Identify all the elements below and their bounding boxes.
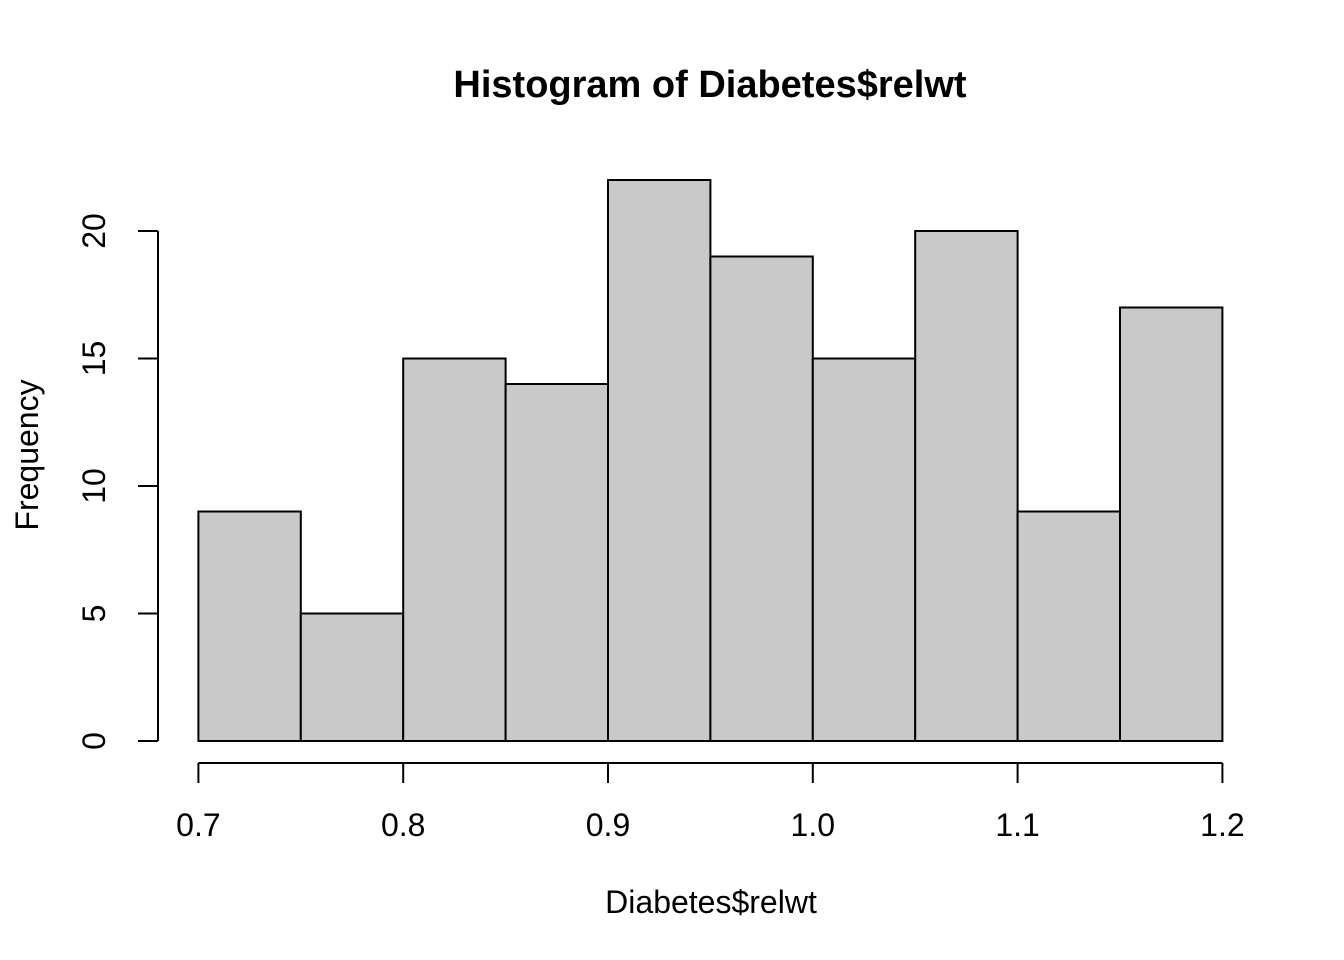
y-tick-label: 0 xyxy=(76,732,112,750)
x-tick-label: 0.8 xyxy=(381,807,425,843)
bars-group xyxy=(197,179,1224,742)
histogram-bar xyxy=(402,357,507,742)
x-tick-label: 1.1 xyxy=(995,807,1039,843)
y-tick-label: 20 xyxy=(76,213,112,249)
histogram-bar xyxy=(607,179,712,742)
x-tick-label: 1.2 xyxy=(1200,807,1244,843)
y-tick-label: 5 xyxy=(76,605,112,623)
histogram-bar xyxy=(1119,306,1224,742)
chart-title: Histogram of Diabetes$relwt xyxy=(453,64,966,106)
x-tick-label: 0.7 xyxy=(176,807,220,843)
histogram-bar xyxy=(811,357,917,742)
x-axis-label: Diabetes$relwt xyxy=(605,884,817,920)
x-tick-label: 1.0 xyxy=(791,807,835,843)
y-tick-label: 10 xyxy=(76,468,112,504)
histogram-bar xyxy=(914,230,1019,742)
histogram-bar xyxy=(1016,510,1121,742)
y-axis-label: Frequency xyxy=(9,379,45,530)
histogram-bar xyxy=(197,510,302,742)
y-tick-label: 15 xyxy=(76,341,112,377)
x-tick-label: 0.9 xyxy=(586,807,630,843)
x-ticks-group: 0.7 0.8 0.9 1.0 1.1 1.2 xyxy=(176,763,1245,843)
histogram-bar xyxy=(299,612,405,742)
histogram-bar xyxy=(709,255,814,742)
y-ticks-group: 0 5 10 15 20 xyxy=(76,213,158,750)
histogram-bar xyxy=(504,383,610,742)
